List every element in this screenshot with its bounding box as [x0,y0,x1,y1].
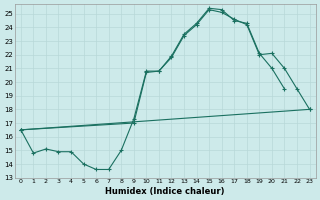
X-axis label: Humidex (Indice chaleur): Humidex (Indice chaleur) [106,187,225,196]
